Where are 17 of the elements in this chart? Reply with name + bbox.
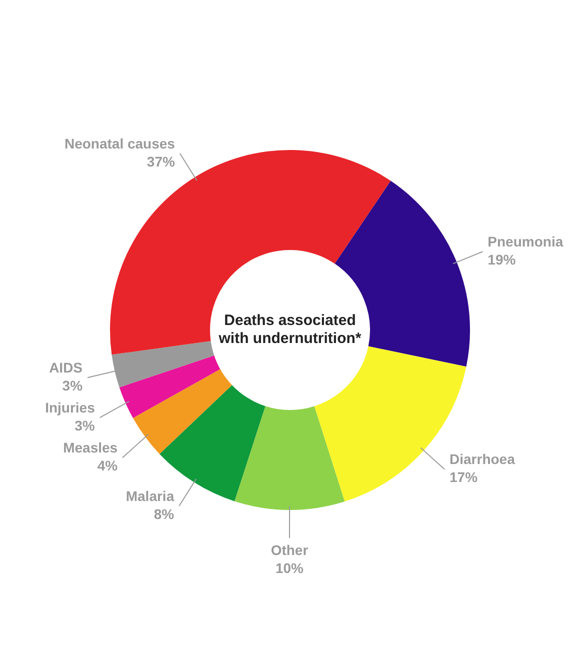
data-label: 17% <box>450 469 478 486</box>
slice-label: Pneumonia <box>488 233 564 250</box>
text: Deaths associated with undernutrition* <box>218 312 362 348</box>
slice-label: Malaria <box>126 488 174 504</box>
slice-label: Other <box>270 542 309 558</box>
data-label: 3% <box>62 377 84 394</box>
data-label: 37% <box>146 153 176 170</box>
data-label: 19% <box>488 251 516 268</box>
slice-label: AIDS <box>49 359 83 376</box>
slice-label: Measles <box>63 439 118 456</box>
slice-label: Neonatal causes <box>64 135 176 152</box>
data-label: 8% <box>154 506 175 522</box>
slice-label: Injuries <box>45 399 96 416</box>
slice-label: Diarrhoea <box>450 451 516 468</box>
data-label: 10% <box>275 560 304 576</box>
data-label: 3% <box>74 417 96 434</box>
data-label: 4% <box>97 457 118 474</box>
